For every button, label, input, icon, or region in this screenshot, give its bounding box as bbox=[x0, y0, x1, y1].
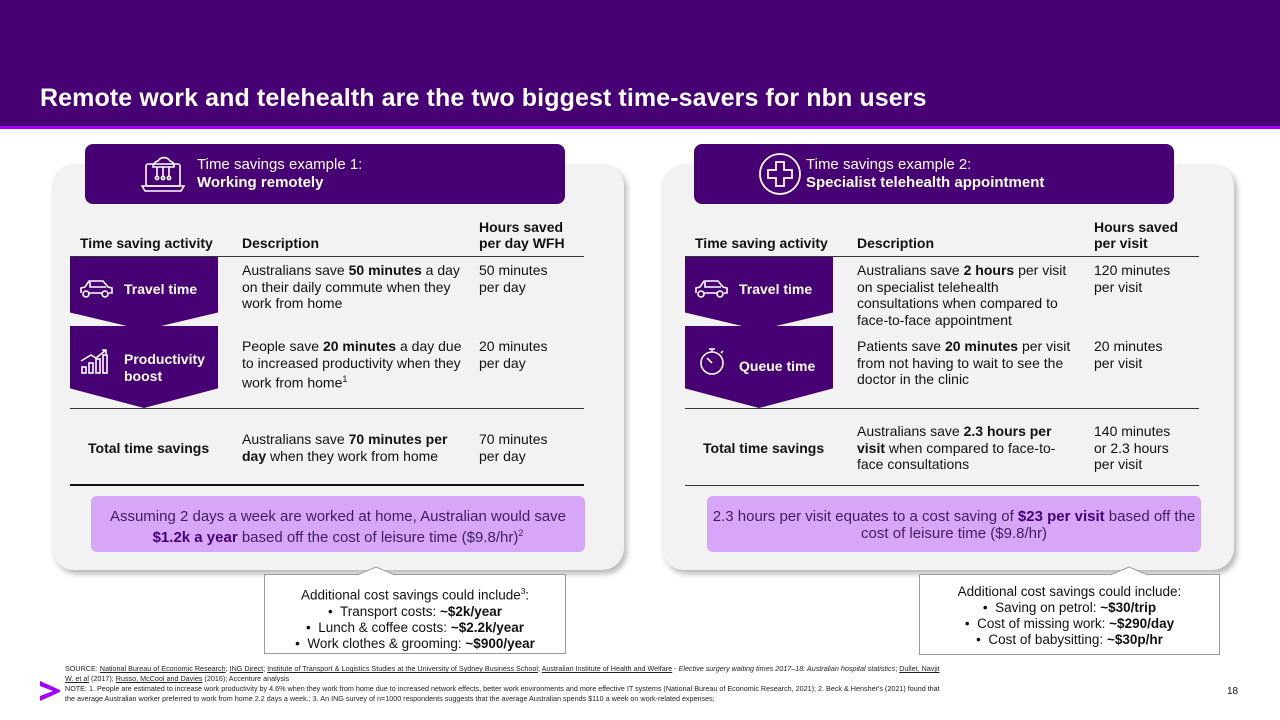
page-title: Remote work and telehealth are the two b… bbox=[40, 84, 927, 112]
car-icon bbox=[695, 280, 728, 298]
example2-row1-value: 120 minutes per visit bbox=[1094, 262, 1171, 295]
example2-header-hours: Hours saved per visit bbox=[1094, 219, 1178, 251]
car-icon bbox=[80, 280, 113, 298]
example1-additional-pointer bbox=[357, 566, 395, 576]
example1-total-value: 70 minutes per day bbox=[479, 431, 548, 464]
source-footnote: SOURCE: National Bureau of Economic Rese… bbox=[65, 664, 945, 704]
example1-header-hours-line1: Hours saved bbox=[479, 219, 564, 235]
example2-row1-label-text: Travel time bbox=[739, 281, 813, 297]
example2-header-hours-line1: Hours saved bbox=[1094, 219, 1179, 235]
example2-callout: 2.3 hours per visit equates to a cost sa… bbox=[707, 496, 1201, 552]
example1-header-hours: Hours saved per day WFH bbox=[479, 219, 565, 251]
example1-total-label: Total time savings bbox=[88, 440, 210, 456]
page-number: 18 bbox=[1227, 686, 1239, 697]
example2-additional-item: • Cost of missing work: ~$290/day bbox=[964, 616, 1175, 631]
example2-header-hours-line2: per visit bbox=[1094, 235, 1148, 251]
example2-name: Specialist telehealth appointment bbox=[806, 174, 1045, 191]
title-bar bbox=[0, 0, 1280, 126]
example2-row2-label: Queue time bbox=[685, 326, 833, 408]
example1-additional-heading: Additional cost savings could include3: bbox=[300, 587, 530, 603]
example2-row2-description: Patients save 20 minutes per visit from … bbox=[857, 338, 1071, 387]
laptop-cloud-icon bbox=[141, 156, 185, 192]
example2-kicker: Time savings example 2: bbox=[806, 156, 972, 173]
example1-additional-item: • Transport costs: ~$2k/year bbox=[328, 603, 502, 619]
example1-name: Working remotely bbox=[197, 174, 324, 191]
source-link[interactable]: Russo, McCool and Davies bbox=[115, 674, 203, 683]
example1-row2-label: Productivity boost bbox=[70, 326, 218, 408]
example2-row1-label: Travel time bbox=[685, 257, 833, 330]
example2-additional-heading: Additional cost savings could include: bbox=[957, 584, 1182, 599]
example2-additional-item: • Cost of babysitting: ~$30p/hr bbox=[976, 632, 1163, 647]
example1-row1-value: 50 minutes per day bbox=[479, 262, 548, 295]
example1-header-hours-line2: per day WFH bbox=[479, 235, 565, 251]
example2-bottom-divider bbox=[685, 485, 1199, 486]
example1-banner: Time savings example 1: Working remotely bbox=[85, 144, 565, 204]
example2-row1-description: Australians save 2 hours per visit on sp… bbox=[857, 262, 1067, 328]
brand-chevron-logo bbox=[40, 681, 60, 701]
source-link[interactable]: Australian Institute of Health and Welfa… bbox=[541, 664, 673, 673]
medical-cross-icon bbox=[759, 153, 801, 195]
example1-header-activity: Time saving activity bbox=[80, 235, 213, 251]
source-line: SOURCE: National Bureau of Economic Rese… bbox=[65, 664, 940, 683]
example2-header-activity: Time saving activity bbox=[695, 235, 828, 251]
example1-bottom-divider bbox=[70, 484, 584, 486]
example2-total-label: Total time savings bbox=[703, 440, 825, 456]
example1-row1-label-text: Travel time bbox=[124, 281, 198, 297]
example1-additional-savings: Additional cost savings could include3: … bbox=[264, 574, 566, 654]
example1-row2-label-text: Productivity boost bbox=[124, 351, 205, 384]
note-line: NOTE: 1. People are estimated to increas… bbox=[65, 684, 940, 703]
source-link[interactable]: ING Direct bbox=[229, 664, 264, 673]
stopwatch-icon bbox=[700, 348, 724, 375]
example2-header-description: Description bbox=[857, 235, 935, 251]
example2-additional-pointer bbox=[1110, 566, 1148, 576]
example2-total-divider bbox=[685, 408, 1199, 409]
source-link[interactable]: Dullet, Navjit W. et al bbox=[65, 664, 940, 683]
example1-header-description: Description bbox=[242, 235, 320, 251]
example2-additional-item: • Saving on petrol: ~$30/trip bbox=[982, 600, 1157, 615]
example2-total-description: Australians save 2.3 hours per visit whe… bbox=[857, 423, 1056, 472]
source-link[interactable]: National Bureau of Economic Research bbox=[99, 664, 226, 673]
example1-header-divider bbox=[70, 256, 584, 257]
example1-total-divider bbox=[70, 408, 584, 409]
example1-row2-description: People save 20 minutes a day due to incr… bbox=[242, 338, 462, 391]
example1-row2-value: 20 minutes per day bbox=[479, 338, 548, 371]
growth-chart-icon bbox=[80, 349, 108, 374]
example1-callout: Assuming 2 days a week are worked at hom… bbox=[91, 496, 585, 552]
example2-banner: Time savings example 2: Specialist teleh… bbox=[694, 144, 1174, 204]
title-underline bbox=[0, 126, 1280, 129]
example1-total-description: Australians save 70 minutes per day when… bbox=[242, 431, 448, 464]
source-link[interactable]: Institute of Transport & Logistics Studi… bbox=[267, 664, 539, 673]
example2-additional-savings: Additional cost savings could include: •… bbox=[919, 574, 1220, 655]
example2-total-value: 140 minutes or 2.3 hours per visit bbox=[1094, 423, 1171, 472]
example2-header-divider bbox=[685, 256, 1199, 257]
example2-row2-value: 20 minutes per visit bbox=[1094, 338, 1163, 371]
example1-kicker: Time savings example 1: bbox=[197, 156, 363, 173]
example1-row1-label: Travel time bbox=[70, 257, 218, 330]
example1-additional-item: • Work clothes & grooming: ~$900/year bbox=[295, 635, 535, 651]
example2-banner-text: Time savings example 2: Specialist teleh… bbox=[806, 156, 1044, 192]
example2-row2-label-text: Queue time bbox=[739, 358, 816, 374]
example1-row1-description: Australians save 50 minutes a day on the… bbox=[242, 262, 460, 311]
example1-banner-text: Time savings example 1: Working remotely bbox=[197, 156, 362, 192]
example1-additional-item: • Lunch & coffee costs: ~$2.2k/year bbox=[305, 619, 525, 635]
